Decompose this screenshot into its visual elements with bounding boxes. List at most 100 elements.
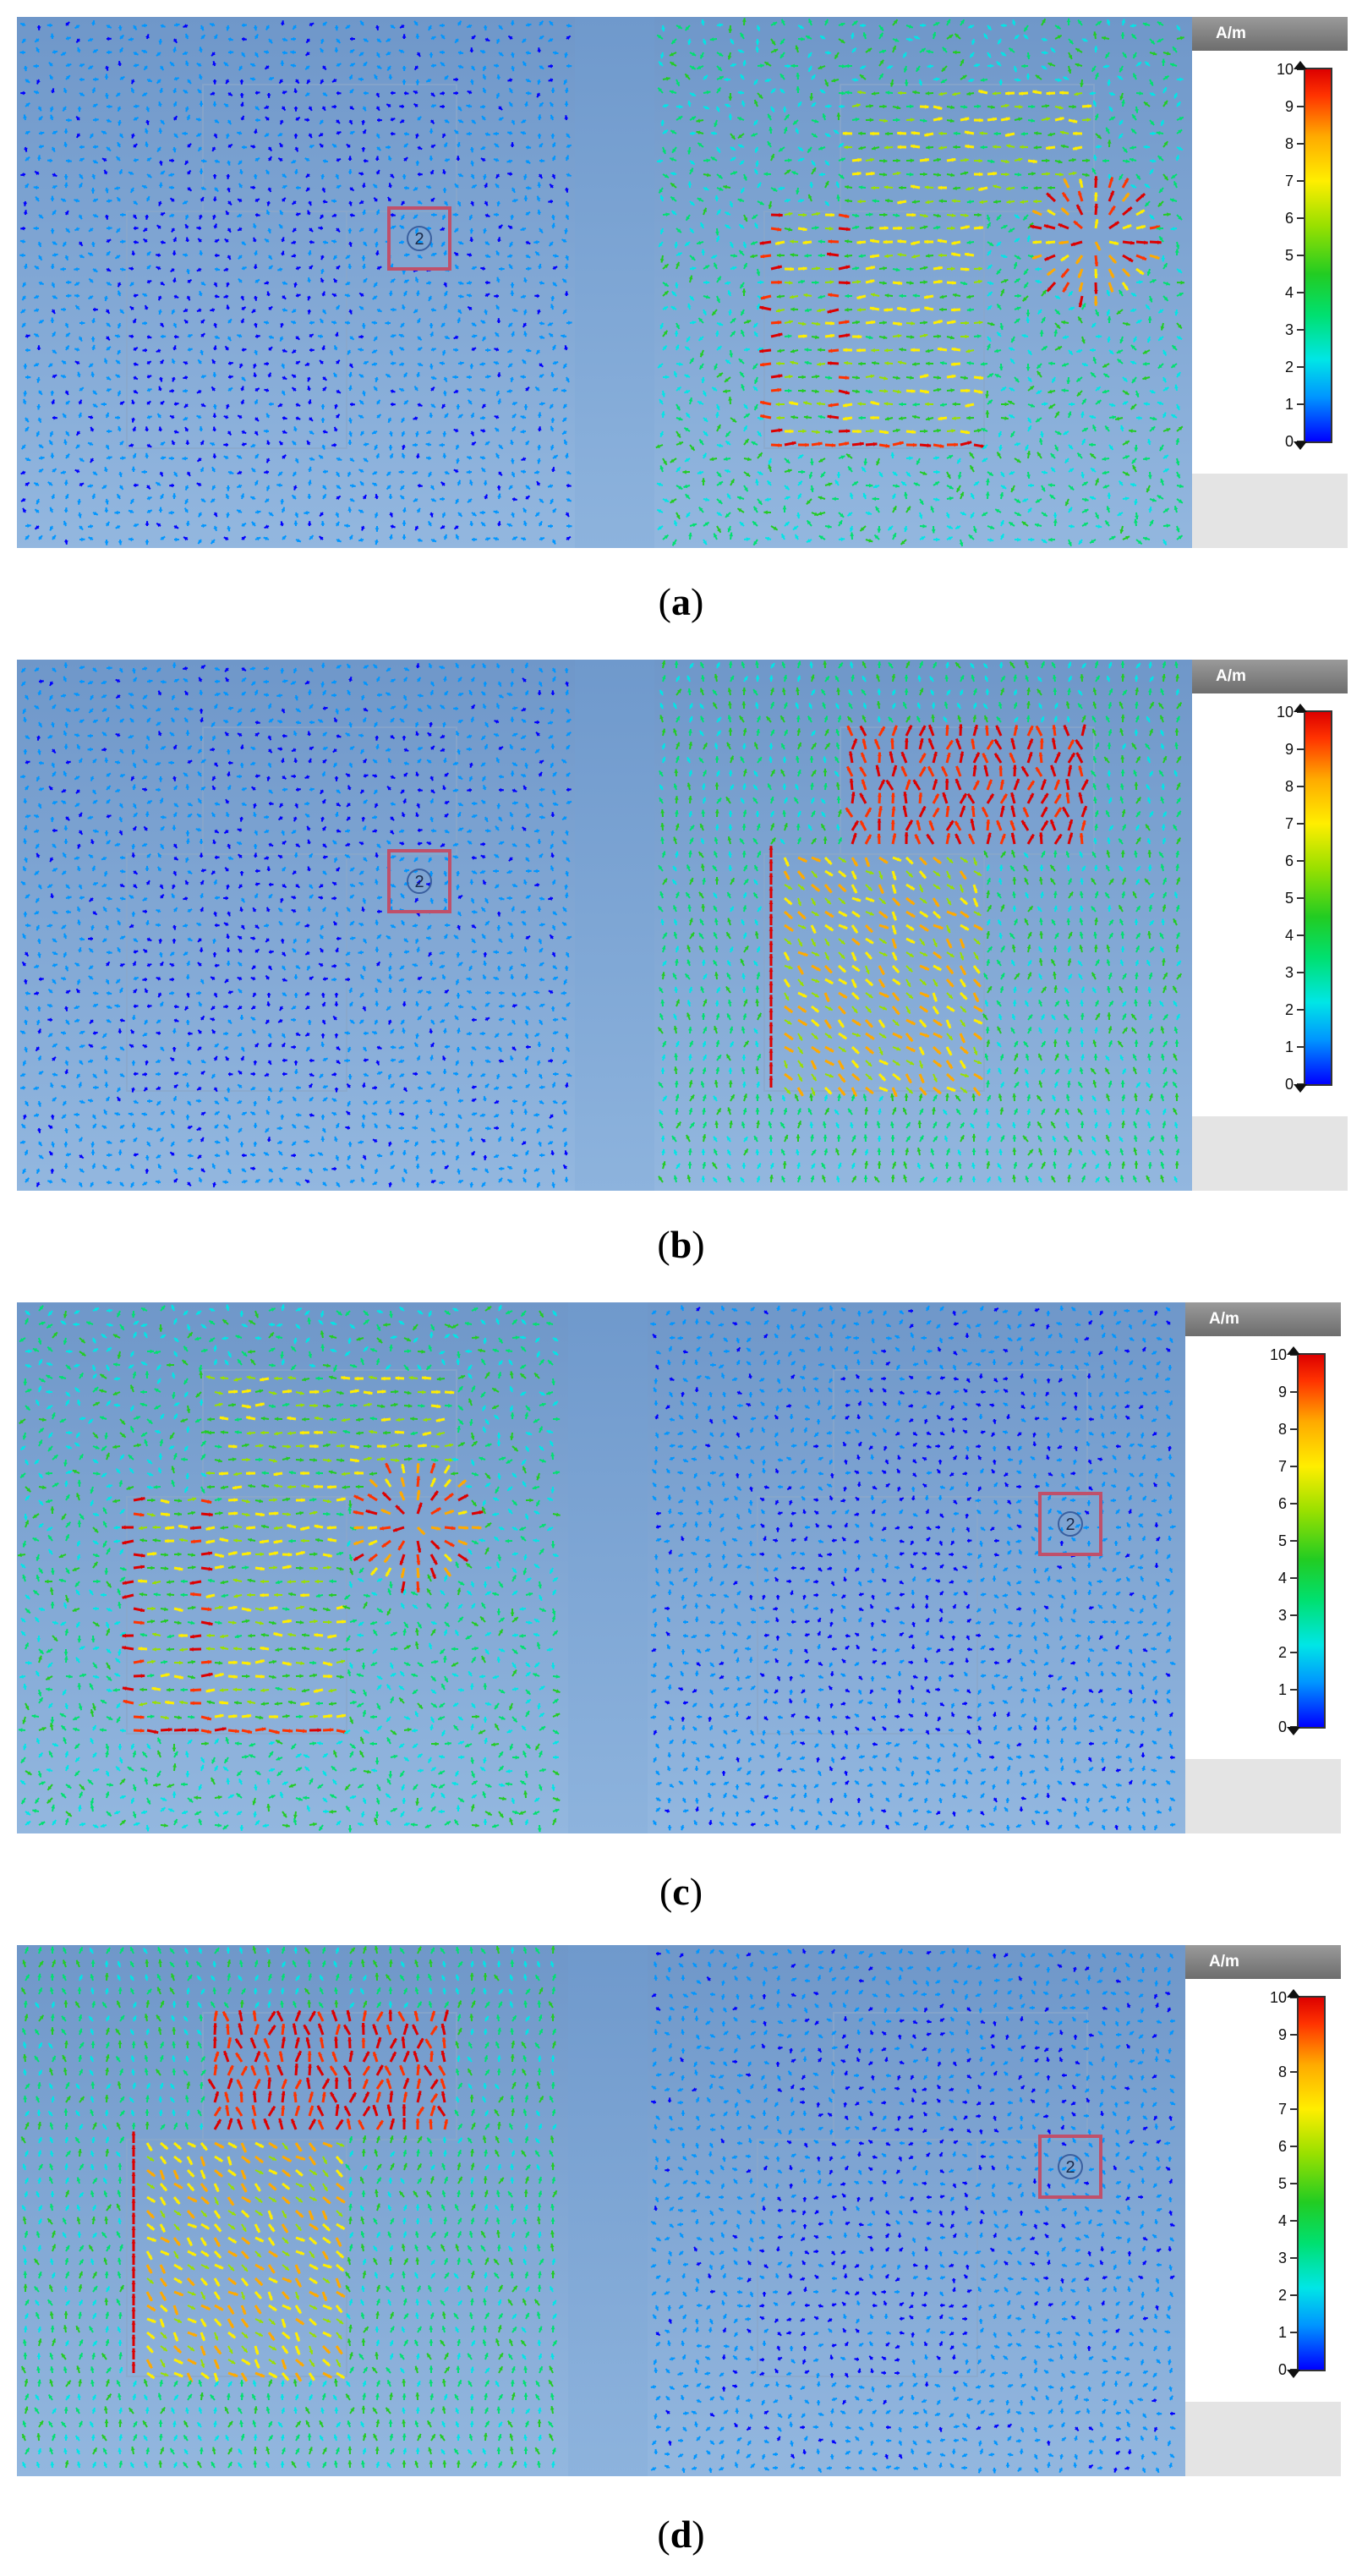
arrow-head (320, 214, 325, 219)
arrow-head (755, 41, 760, 46)
arrow-head (702, 40, 707, 45)
arrow-head (388, 418, 392, 423)
arrow-head (550, 446, 555, 451)
arrow-head (331, 104, 336, 109)
arrow-head (523, 520, 528, 525)
arrow-head (442, 351, 446, 356)
arrow-head (405, 185, 409, 190)
arrow-head (200, 467, 204, 472)
field-arrows (655, 18, 1185, 547)
arrow-head (377, 64, 382, 69)
arrow-head (1109, 288, 1113, 293)
arrow-head (391, 131, 396, 136)
arrow-head (469, 229, 474, 234)
arrow-head (951, 157, 956, 162)
arrow-head (551, 540, 555, 545)
arrow-head (280, 210, 284, 215)
arrow-head (388, 494, 393, 498)
arrow-head (733, 254, 737, 258)
arrow-head (987, 292, 993, 296)
arrow-head (307, 386, 311, 391)
arrow-head (937, 157, 941, 162)
arrow-head (789, 320, 793, 325)
arrow-head (1031, 104, 1036, 109)
arrow-head (883, 321, 887, 325)
arrow-head (322, 22, 327, 26)
arrow-head (77, 501, 82, 505)
arrow-head (47, 481, 52, 486)
arrow-head (200, 319, 205, 324)
arrow-head (1063, 192, 1067, 197)
arrow-head (496, 237, 501, 241)
arrow-head (348, 419, 353, 424)
arrow-head (240, 115, 244, 120)
arrow-head (20, 470, 25, 474)
arrow-head (20, 226, 25, 231)
arrow-head (816, 321, 821, 326)
arrow-head (965, 157, 969, 162)
arrow-head (878, 32, 883, 37)
arrow-head (858, 185, 863, 189)
arrow-head (172, 38, 178, 43)
arrow-head (226, 175, 231, 179)
arrow-head (1110, 117, 1115, 121)
arrow-head (1102, 64, 1108, 69)
arrow-head (173, 472, 178, 477)
arrow-head (566, 134, 570, 138)
arrow-head (391, 225, 397, 230)
arrow-head (954, 33, 960, 38)
arrow-head (364, 38, 369, 42)
arrow-head (1033, 145, 1038, 150)
arrow-head (459, 64, 463, 69)
arrow-head (692, 131, 696, 136)
arrow-head (78, 241, 83, 246)
arrow-head (105, 500, 109, 505)
arrow-head (184, 403, 189, 408)
arrow-head (1073, 131, 1077, 136)
arrow-head (483, 74, 487, 79)
arrow-head (537, 134, 542, 139)
arrow-head (520, 429, 525, 434)
arrow-head (104, 95, 109, 99)
arrow-head (1008, 228, 1013, 233)
arrow-head (481, 468, 486, 473)
arrow-head (1015, 35, 1020, 40)
arrow-head (966, 200, 971, 204)
arrow-head (1143, 145, 1147, 150)
arrow-head (705, 280, 710, 285)
arrow-head (295, 361, 300, 365)
arrow-head (50, 33, 55, 38)
arrow-head (539, 498, 544, 503)
arrow-head (67, 63, 72, 68)
arrow-head (256, 212, 260, 217)
arrow-head (534, 293, 539, 299)
arrow-head (911, 226, 915, 230)
arrow-head (91, 318, 96, 323)
arrow-head (911, 184, 915, 189)
arrow-head (133, 144, 138, 148)
arrow-head (61, 199, 66, 203)
arrow-head (36, 432, 41, 437)
arrow-head (293, 25, 297, 30)
arrow-head (226, 404, 230, 409)
arrow-head (145, 141, 149, 146)
arrow-head (211, 540, 216, 544)
arrow-head (853, 20, 858, 25)
arrow-head (309, 535, 314, 540)
arrow-head (88, 415, 93, 419)
arrow-head (1093, 155, 1097, 159)
arrow-head (970, 53, 975, 58)
arrow-head (910, 266, 914, 271)
arrow-head (453, 90, 457, 96)
arrow-head (64, 211, 68, 216)
arrow-head (564, 229, 568, 234)
arrow-head (768, 141, 772, 146)
arrow-head (238, 227, 243, 231)
arrow-head (1142, 22, 1147, 27)
arrow-head (1005, 91, 1009, 96)
arrow-head (134, 523, 139, 528)
arrow-head (172, 116, 178, 121)
arrow-head (1107, 315, 1112, 321)
arrow-head (349, 105, 354, 110)
arrow-head (562, 430, 567, 435)
